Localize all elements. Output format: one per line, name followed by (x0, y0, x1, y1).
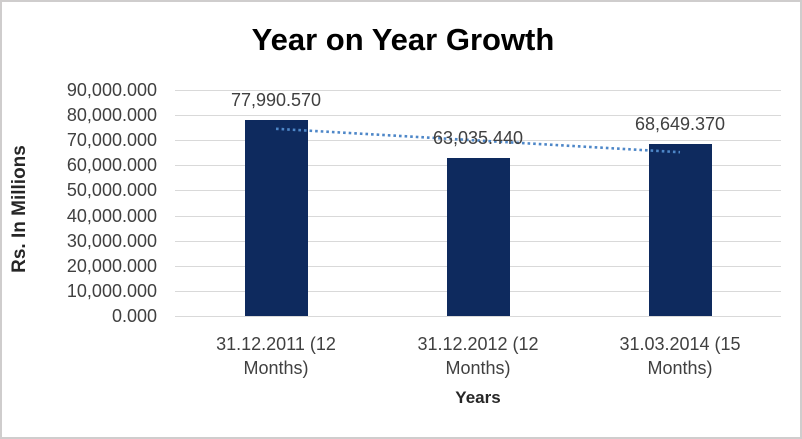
data-label-1: 77,990.570 (230, 90, 322, 111)
y-tick-label: 50,000.000 (66, 180, 157, 201)
data-label-3: 68,649.370 (634, 113, 726, 134)
y-tick-label: 90,000.000 (66, 80, 157, 100)
y-tick-label: 0.000 (111, 306, 157, 326)
bar-2 (446, 157, 510, 316)
y-axis-title: Rs. In Millions (9, 145, 30, 273)
y-tick-label: 70,000.000 (66, 130, 157, 151)
y-tick-label: 10,000.000 (66, 280, 157, 301)
chart-title: Year on Year Growth (251, 22, 555, 57)
y-tick-label: 80,000.000 (66, 105, 157, 126)
category-label-3: 31.03.2014 (15 Months) (619, 334, 741, 378)
y-tick-label: 20,000.000 (66, 255, 157, 276)
y-tick-label: 40,000.000 (66, 205, 157, 226)
gridline (175, 115, 781, 117)
gridline (175, 316, 781, 317)
data-label-2: 63,035.440 (432, 127, 524, 148)
y-tick-label: 30,000.000 (66, 230, 157, 251)
bar-1 (244, 120, 308, 316)
category-label-1: 31.12.2011 (12 Months) (216, 334, 336, 378)
x-axis-title: Years (455, 388, 501, 407)
category-label-2: 31.12.2012 (12 Months) (417, 334, 539, 378)
gridline (175, 90, 781, 91)
y-tick-label: 60,000.000 (66, 155, 157, 176)
bar-3 (648, 143, 712, 316)
